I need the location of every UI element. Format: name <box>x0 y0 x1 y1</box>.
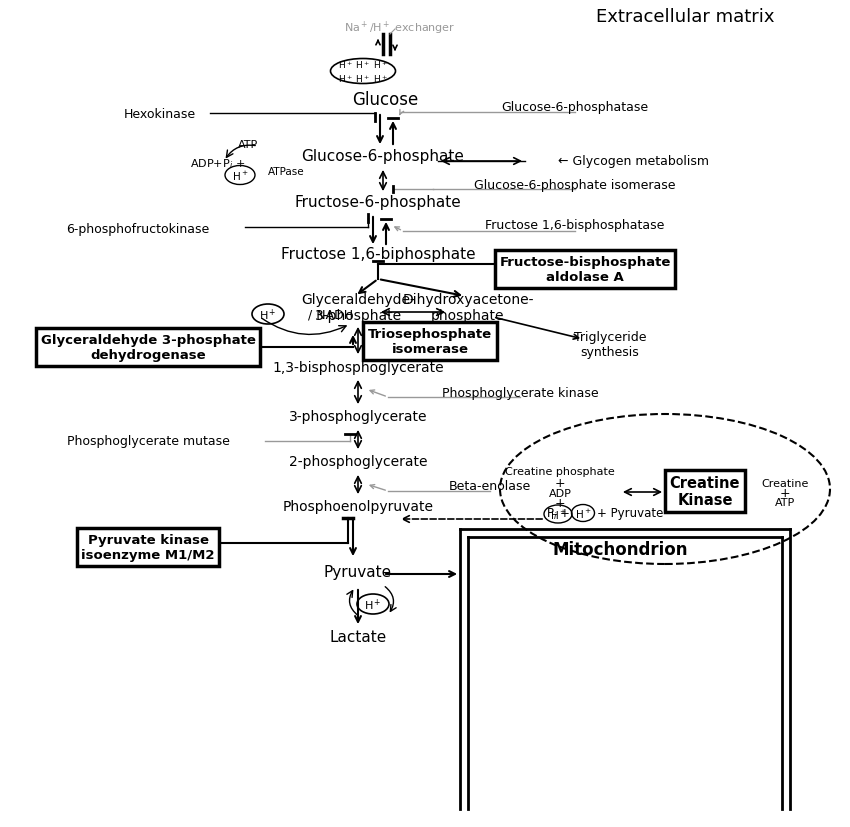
Text: Creatine phosphate: Creatine phosphate <box>505 466 615 476</box>
Text: Hexokinase: Hexokinase <box>124 108 196 121</box>
Text: +: + <box>555 477 565 490</box>
Text: Phosphoglycerate mutase: Phosphoglycerate mutase <box>66 435 230 448</box>
Text: Glyceraldehyde-
3-phosphate: Glyceraldehyde- 3-phosphate <box>301 293 415 323</box>
Text: Fructose 1,6-bisphosphatase: Fructose 1,6-bisphosphatase <box>485 219 665 232</box>
Text: Pyruvate: Pyruvate <box>324 564 392 579</box>
Text: H$^+$: H$^+$ <box>364 596 382 612</box>
Text: Creatine: Creatine <box>762 479 808 489</box>
Text: Creatine
Kinase: Creatine Kinase <box>670 476 740 508</box>
Text: Na$^+$/H$^+$ exchanger: Na$^+$/H$^+$ exchanger <box>344 19 456 36</box>
Text: Glucose: Glucose <box>352 91 418 109</box>
Text: H$^+$: H$^+$ <box>550 508 566 521</box>
Text: ADP+P$_i$ +: ADP+P$_i$ + <box>190 157 246 170</box>
Text: Fructose-6-phosphate: Fructose-6-phosphate <box>295 195 462 210</box>
Text: Dihydroxyacetone-
phosphate: Dihydroxyacetone- phosphate <box>402 293 534 323</box>
Text: ← Glycogen metabolism: ← Glycogen metabolism <box>558 155 709 169</box>
Text: Beta-enolase: Beta-enolase <box>449 480 531 493</box>
Text: 6-phosphofructokinase: 6-phosphofructokinase <box>66 223 210 237</box>
Text: Pyruvate kinase
isoenzyme M1/M2: Pyruvate kinase isoenzyme M1/M2 <box>82 533 215 562</box>
Text: H$^+$: H$^+$ <box>232 170 248 182</box>
Text: + Pyruvate: + Pyruvate <box>597 507 663 520</box>
Text: Glucose-6-phosphate isomerase: Glucose-6-phosphate isomerase <box>474 179 676 191</box>
Text: Phosphoenolpyruvate: Phosphoenolpyruvate <box>282 500 434 514</box>
Text: ATP: ATP <box>775 497 795 508</box>
Text: Glyceraldehyde 3-phosphate
dehydrogenase: Glyceraldehyde 3-phosphate dehydrogenase <box>41 333 256 361</box>
Text: Mitochondrion: Mitochondrion <box>552 540 688 558</box>
Text: Fructose-bisphosphate
aldolase A: Fructose-bisphosphate aldolase A <box>499 256 671 284</box>
Text: Lactate: Lactate <box>329 629 387 645</box>
Text: Glucose-6-phosphatase: Glucose-6-phosphatase <box>502 100 649 113</box>
Text: Phosphoglycerate kinase: Phosphoglycerate kinase <box>442 386 598 399</box>
Text: P$_i$ +: P$_i$ + <box>546 506 570 521</box>
Text: H$^+$: H$^+$ <box>575 507 592 520</box>
Text: ATPase: ATPase <box>268 167 304 177</box>
Text: Extracellular matrix: Extracellular matrix <box>596 8 774 26</box>
Text: ADP: ADP <box>548 489 571 499</box>
Text: 1,3-bisphosphoglycerate: 1,3-bisphosphoglycerate <box>272 361 444 375</box>
Text: ATP: ATP <box>238 140 258 150</box>
Text: Triglyceride
synthesis: Triglyceride synthesis <box>574 331 646 359</box>
Text: H$^+$: H$^+$ <box>259 307 277 323</box>
Text: H$^+$ H$^+$ H$^+$
H$^+$ H$^+$ H$^+$: H$^+$ H$^+$ H$^+$ H$^+$ H$^+$ H$^+$ <box>338 60 388 84</box>
Text: 2-phosphoglycerate: 2-phosphoglycerate <box>289 455 428 468</box>
Text: Glucose-6-phosphate: Glucose-6-phosphate <box>302 150 464 165</box>
Text: +: + <box>555 497 565 510</box>
Text: Triosephosphate
isomerase: Triosephosphate isomerase <box>368 327 492 356</box>
Text: 3-phosphoglycerate: 3-phosphoglycerate <box>289 409 428 423</box>
Text: +: + <box>779 487 790 500</box>
Text: / NADH: / NADH <box>308 308 353 321</box>
Text: Fructose 1,6-biphosphate: Fructose 1,6-biphosphate <box>280 247 475 262</box>
